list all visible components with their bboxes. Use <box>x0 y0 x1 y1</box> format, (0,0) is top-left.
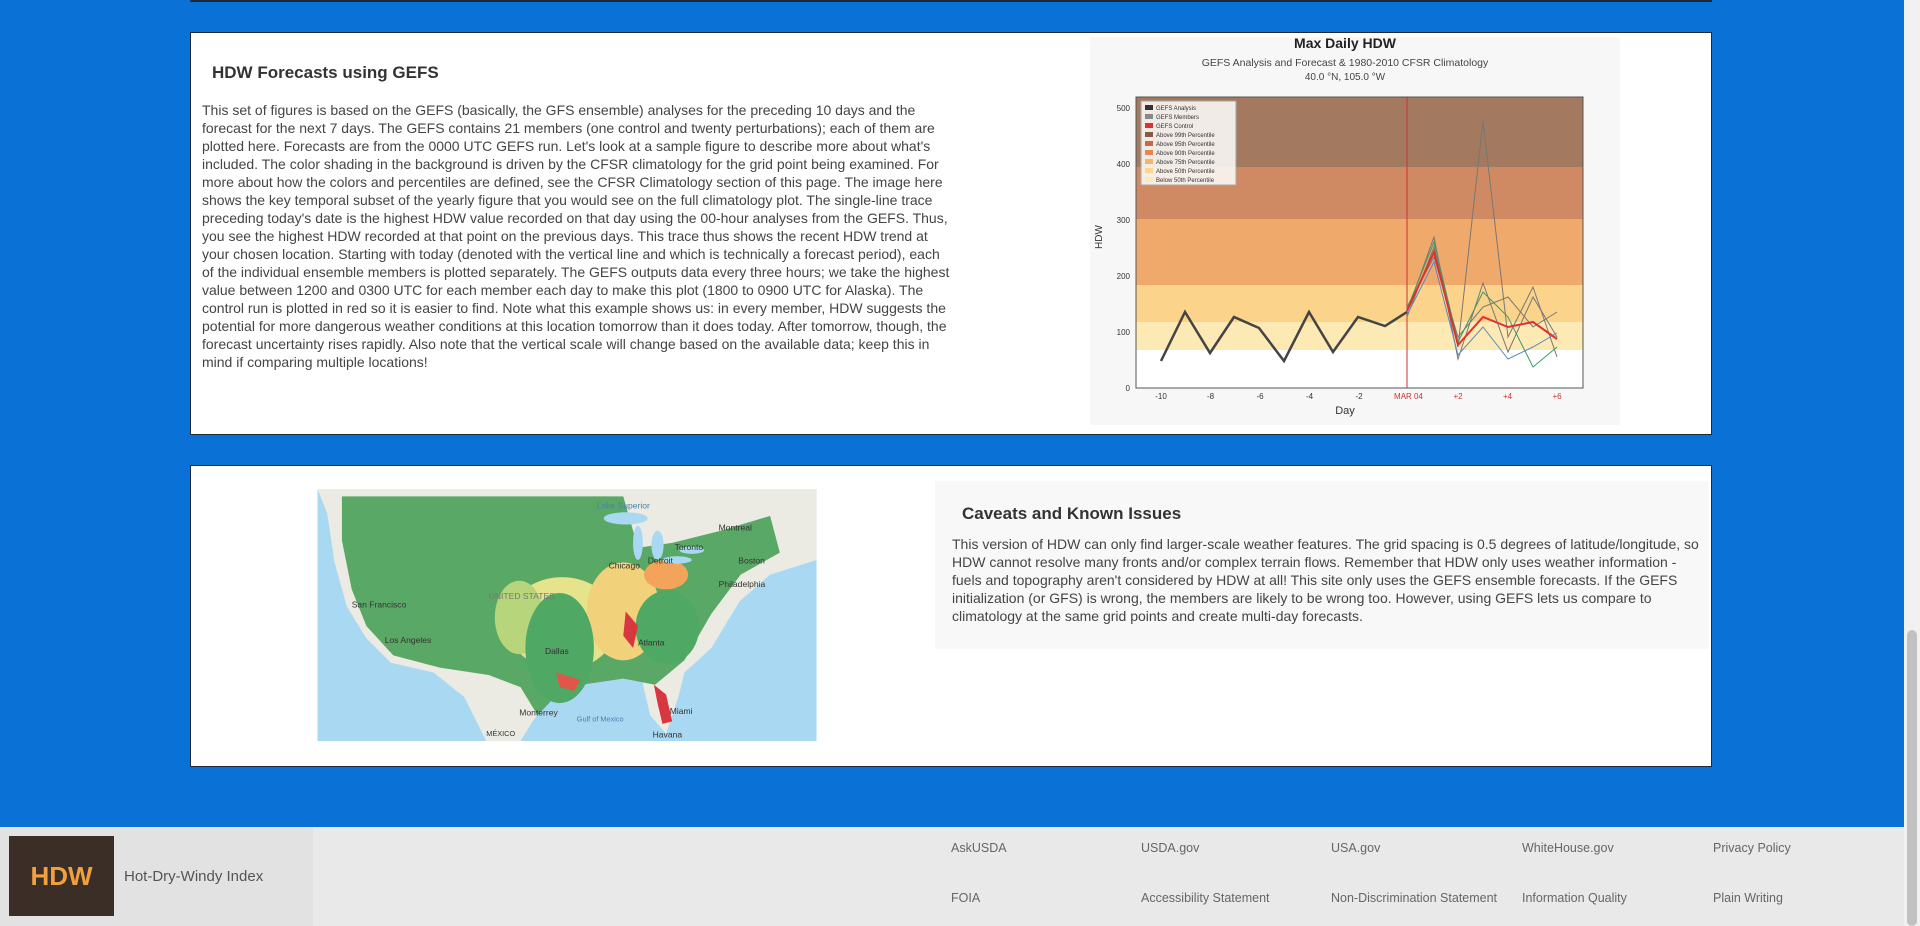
footer-link[interactable]: Information Quality <box>1522 891 1627 905</box>
section-heading: Caveats and Known Issues <box>962 504 1182 523</box>
x-tick-label: +6 <box>1552 392 1562 401</box>
map-label: Philadelphia <box>719 579 766 589</box>
map-label: Dallas <box>545 646 569 656</box>
x-tick-label: -2 <box>1355 392 1363 401</box>
legend-label: GEFS Analysis <box>1156 106 1196 112</box>
legend-swatch <box>1145 150 1153 155</box>
chart-location: 40.0 °N, 105.0 °W <box>1305 72 1386 83</box>
legend-swatch <box>1145 105 1153 110</box>
scrollbar <box>1904 0 1920 926</box>
legend-swatch <box>1145 159 1153 164</box>
footer-link[interactable]: USDA.gov <box>1141 841 1200 855</box>
legend-swatch <box>1145 168 1153 173</box>
legend-swatch <box>1145 114 1153 119</box>
section-heading: HDW Forecasts using GEFS <box>212 63 439 82</box>
caveats-panel: Lake Superior Montreal Toronto Detroit C… <box>190 465 1712 767</box>
footer: HDW Hot-Dry-Windy Index AskUSDA USDA.gov U… <box>0 827 1904 926</box>
plot-area: GEFS Analysis GEFS Members GEFS Control Abo… <box>1135 96 1584 389</box>
footer-link[interactable]: Non-Discrimination Statement <box>1331 891 1498 905</box>
legend-swatch <box>1145 123 1153 128</box>
map-label: Toronto <box>675 542 704 552</box>
legend-label: Above 90th Percentile <box>1156 151 1215 157</box>
map-label: San Francisco <box>352 600 407 610</box>
map-label: Gulf of Mexico <box>577 714 624 723</box>
footer-link[interactable]: AskUSDA <box>951 841 1007 855</box>
section-text: This version of HDW can only find larger… <box>952 536 1699 624</box>
hdw-chart-image: Max Daily HDW GEFS Analysis and Forecast… <box>1090 37 1620 425</box>
scrollbar-thumb[interactable] <box>1907 630 1917 926</box>
map-label: Los Angeles <box>385 635 432 645</box>
map-labels: Lake Superior Montreal Toronto Detroit C… <box>352 501 766 740</box>
x-tick-label: -6 <box>1256 392 1264 401</box>
y-tick-label: 100 <box>1117 328 1131 337</box>
map-label: Detroit <box>648 556 674 566</box>
x-tick-label: +4 <box>1503 392 1513 401</box>
legend-swatch <box>1145 177 1153 182</box>
footer-link[interactable]: WhiteHouse.gov <box>1522 841 1614 855</box>
legend-label: GEFS Control <box>1156 124 1193 130</box>
legend-label: Above 50th Percentile <box>1156 169 1215 175</box>
map-label: Atlanta <box>638 638 665 648</box>
footer-link[interactable]: USA.gov <box>1331 841 1381 855</box>
map-label: Boston <box>738 556 765 566</box>
y-tick-label: 400 <box>1117 160 1131 169</box>
chart-title: Max Daily HDW <box>1294 37 1397 51</box>
legend-label: Above 95th Percentile <box>1156 142 1215 148</box>
chart-subtitle: GEFS Analysis and Forecast & 1980-2010 C… <box>1202 57 1489 69</box>
map-label: Montreal <box>719 523 752 533</box>
y-tick-label: 300 <box>1117 216 1131 225</box>
y-tick-label: 200 <box>1117 272 1131 281</box>
map-label: Havana <box>653 729 683 739</box>
caveats-box: Caveats and Known Issues This version of… <box>935 481 1709 649</box>
x-axis-label: Day <box>1335 405 1355 417</box>
map-label: Lake Superior <box>597 501 650 511</box>
footer-link[interactable]: FOIA <box>951 891 981 905</box>
map-label: Monterrey <box>519 707 558 717</box>
logo[interactable]: HDW <box>9 836 114 916</box>
hdw-map-image: Lake Superior Montreal Toronto Detroit C… <box>317 489 817 741</box>
legend-swatch <box>1145 141 1153 146</box>
legend-label: Above 75th Percentile <box>1156 160 1215 166</box>
top-rule <box>190 0 1712 2</box>
map-label: MÉXICO <box>486 729 515 738</box>
section-text: This set of figures is based on the GEFS… <box>202 102 950 370</box>
map-label: Chicago <box>609 561 641 571</box>
chart-legend: GEFS Analysis GEFS Members GEFS Control Abo… <box>1145 105 1215 184</box>
map-label: Miami <box>670 706 693 716</box>
footer-link[interactable]: Plain Writing <box>1713 891 1783 905</box>
x-tick-label: -10 <box>1155 392 1167 401</box>
map-label: UNITED STATES <box>489 591 555 601</box>
y-tick-label: 0 <box>1126 384 1131 393</box>
gefs-panel: HDW Forecasts using GEFS This set of fig… <box>190 32 1712 435</box>
footer-link[interactable]: Privacy Policy <box>1713 841 1791 855</box>
y-axis-label: HDW <box>1094 225 1105 249</box>
legend-label: Below 50th Percentile <box>1156 178 1215 184</box>
x-tick-label: -4 <box>1306 392 1314 401</box>
x-tick-label: MAR 04 <box>1394 392 1423 401</box>
y-tick-label: 500 <box>1117 104 1131 113</box>
legend-label: GEFS Members <box>1156 115 1199 121</box>
legend-label: Above 99th Percentile <box>1156 133 1215 139</box>
legend-swatch <box>1145 132 1153 137</box>
site-name[interactable]: Hot-Dry-Windy Index <box>124 868 264 885</box>
x-tick-label: +2 <box>1453 392 1463 401</box>
x-tick-label: -8 <box>1207 392 1215 401</box>
footer-link[interactable]: Accessibility Statement <box>1141 891 1270 905</box>
